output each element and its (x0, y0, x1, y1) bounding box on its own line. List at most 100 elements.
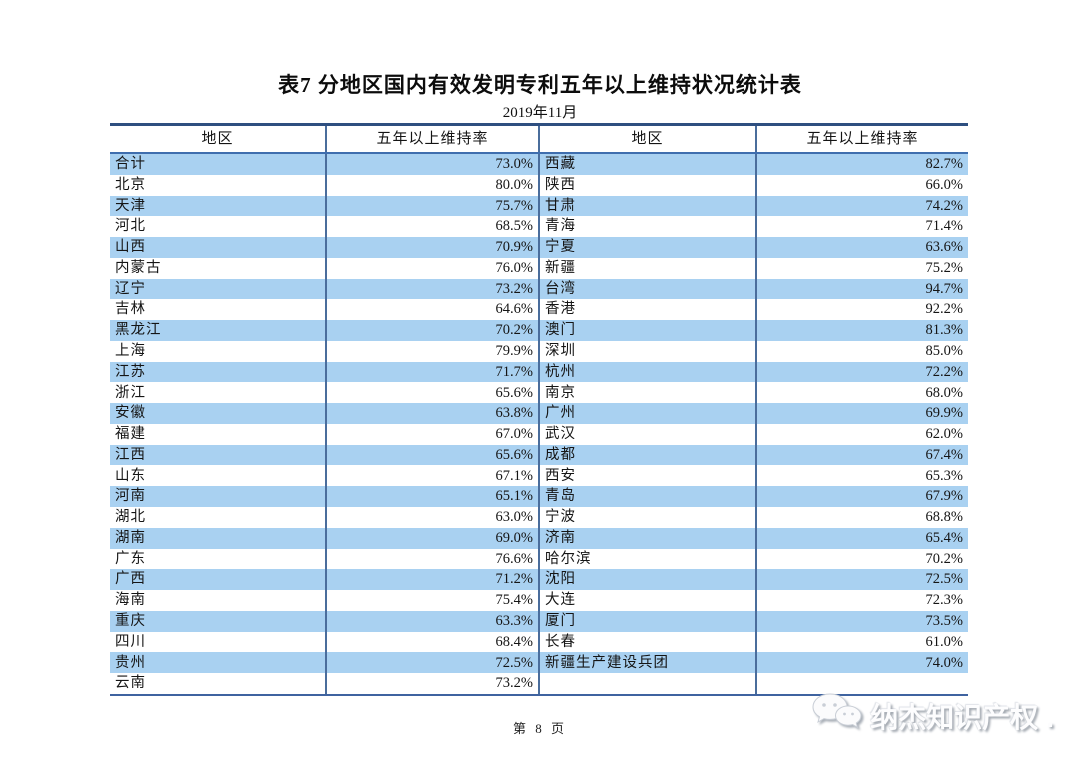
rate-cell: 61.0% (925, 633, 963, 650)
region-cell: 台湾 (540, 278, 757, 300)
region-cell: 海南 (110, 590, 327, 611)
table-row: 湖南 69.0% 济南 65.4% (110, 527, 968, 549)
region-cell: 吉林 (110, 299, 327, 321)
region-cell: 甘肃 (540, 195, 757, 217)
rate-cell: 79.9% (327, 340, 540, 362)
region-cell: 沈阳 (540, 569, 757, 591)
table-body: 合计 73.0% 西藏 82.7% 北京 80.0% 陕西 66.0% 天津 75.7% 甘肃 74.… (110, 154, 968, 696)
rate-cell: 67.9% (925, 488, 963, 505)
rate-cell: 65.4% (925, 529, 963, 546)
page-title: 表7 分地区国内有效发明专利五年以上维持状况统计表 (278, 73, 802, 97)
region-cell: 新疆 (540, 257, 757, 279)
region-cell: 河北 (110, 216, 327, 238)
region-cell: 江苏 (110, 361, 327, 383)
rate-cell: 72.2% (925, 363, 963, 380)
rate-cell: 66.0% (925, 176, 963, 193)
table-row: 广西 71.2% 沈阳 72.5% (110, 569, 968, 591)
region-cell: 河南 (110, 486, 327, 508)
rate-cell: 65.6% (327, 444, 540, 466)
rate-cell: 69.9% (925, 405, 963, 422)
rate-cell: 94.7% (925, 280, 963, 297)
table-row: 山西 70.9% 宁夏 63.6% (110, 237, 968, 258)
table-row: 福建 67.0% 武汉 62.0% (110, 423, 968, 445)
table-row: 云南 73.2% (110, 673, 968, 694)
page-subtitle: 2019年11月 (502, 105, 578, 121)
region-cell: 西藏 (540, 154, 757, 175)
rate-cell: 73.5% (925, 612, 963, 629)
region-cell: 澳门 (540, 320, 757, 341)
rate-cell: 63.3% (327, 610, 540, 632)
rate-cell: 76.6% (327, 548, 540, 570)
region-cell: 湖南 (110, 527, 327, 549)
rate-cell: 73.2% (327, 278, 540, 300)
region-cell: 辽宁 (110, 278, 327, 300)
region-cell: 广东 (110, 548, 327, 570)
region-cell: 陕西 (540, 174, 757, 196)
table-row: 广东 76.6% 哈尔滨 70.2% (110, 548, 968, 570)
table-row: 天津 75.7% 甘肃 74.2% (110, 195, 968, 217)
region-cell: 黑龙江 (110, 320, 327, 341)
region-cell: 杭州 (540, 361, 757, 383)
rate-cell: 73.0% (327, 154, 540, 175)
region-cell: 合计 (110, 154, 327, 175)
region-cell: 大连 (540, 590, 757, 611)
rate-cell: 68.8% (925, 509, 963, 526)
region-cell: 天津 (110, 195, 327, 217)
rate-cell: 71.7% (327, 361, 540, 383)
rate-cell: 75.4% (327, 590, 540, 611)
region-cell: 广州 (540, 403, 757, 424)
table-row: 黑龙江 70.2% 澳门 81.3% (110, 320, 968, 341)
rate-cell: 63.8% (327, 403, 540, 424)
region-cell: 哈尔滨 (540, 548, 757, 570)
region-cell (540, 673, 757, 694)
rate-cell: 67.0% (327, 423, 540, 445)
rate-cell: 68.4% (327, 631, 540, 653)
table-row: 湖北 63.0% 宁波 68.8% (110, 507, 968, 528)
rate-cell: 69.0% (327, 527, 540, 549)
rate-cell: 68.5% (327, 216, 540, 238)
rate-cell: 64.6% (327, 299, 540, 321)
table-row: 江苏 71.7% 杭州 72.2% (110, 361, 968, 383)
region-cell: 长春 (540, 631, 757, 653)
rate-cell: 67.1% (327, 465, 540, 487)
table-row: 海南 75.4% 大连 72.3% (110, 590, 968, 611)
rate-cell: 65.3% (925, 467, 963, 484)
rate-cell: 70.2% (925, 550, 963, 567)
region-cell: 济南 (540, 527, 757, 549)
rate-cell: 72.3% (925, 592, 963, 609)
header-region-left: 地区 (110, 126, 327, 152)
table-row: 山东 67.1% 西安 65.3% (110, 465, 968, 487)
rate-cell: 71.4% (925, 218, 963, 235)
region-cell: 香港 (540, 299, 757, 321)
region-cell: 成都 (540, 444, 757, 466)
region-cell: 重庆 (110, 610, 327, 632)
region-cell: 山东 (110, 465, 327, 487)
table-row: 上海 79.9% 深圳 85.0% (110, 340, 968, 362)
rate-cell: 74.2% (925, 197, 963, 214)
rate-cell: 75.7% (327, 195, 540, 217)
region-cell: 青海 (540, 216, 757, 238)
table-row: 河北 68.5% 青海 71.4% (110, 216, 968, 238)
table-row: 四川 68.4% 长春 61.0% (110, 631, 968, 653)
region-cell: 宁夏 (540, 237, 757, 258)
table-row: 内蒙古 76.0% 新疆 75.2% (110, 257, 968, 279)
region-cell: 江西 (110, 444, 327, 466)
region-cell: 南京 (540, 382, 757, 404)
rate-cell: 85.0% (925, 343, 963, 360)
rate-cell: 63.6% (925, 239, 963, 256)
region-cell: 山西 (110, 237, 327, 258)
rate-cell: 70.9% (327, 237, 540, 258)
rate-cell: 82.7% (925, 156, 963, 173)
table-row: 江西 65.6% 成都 67.4% (110, 444, 968, 466)
region-cell: 新疆生产建设兵团 (540, 652, 757, 674)
region-cell: 福建 (110, 423, 327, 445)
rate-cell: 80.0% (327, 174, 540, 196)
region-cell: 北京 (110, 174, 327, 196)
region-cell: 青岛 (540, 486, 757, 508)
region-cell: 云南 (110, 673, 327, 694)
header-region-right: 地区 (540, 126, 757, 152)
header-rate-left: 五年以上维持率 (327, 126, 540, 152)
region-cell: 武汉 (540, 423, 757, 445)
rate-cell: 70.2% (327, 320, 540, 341)
